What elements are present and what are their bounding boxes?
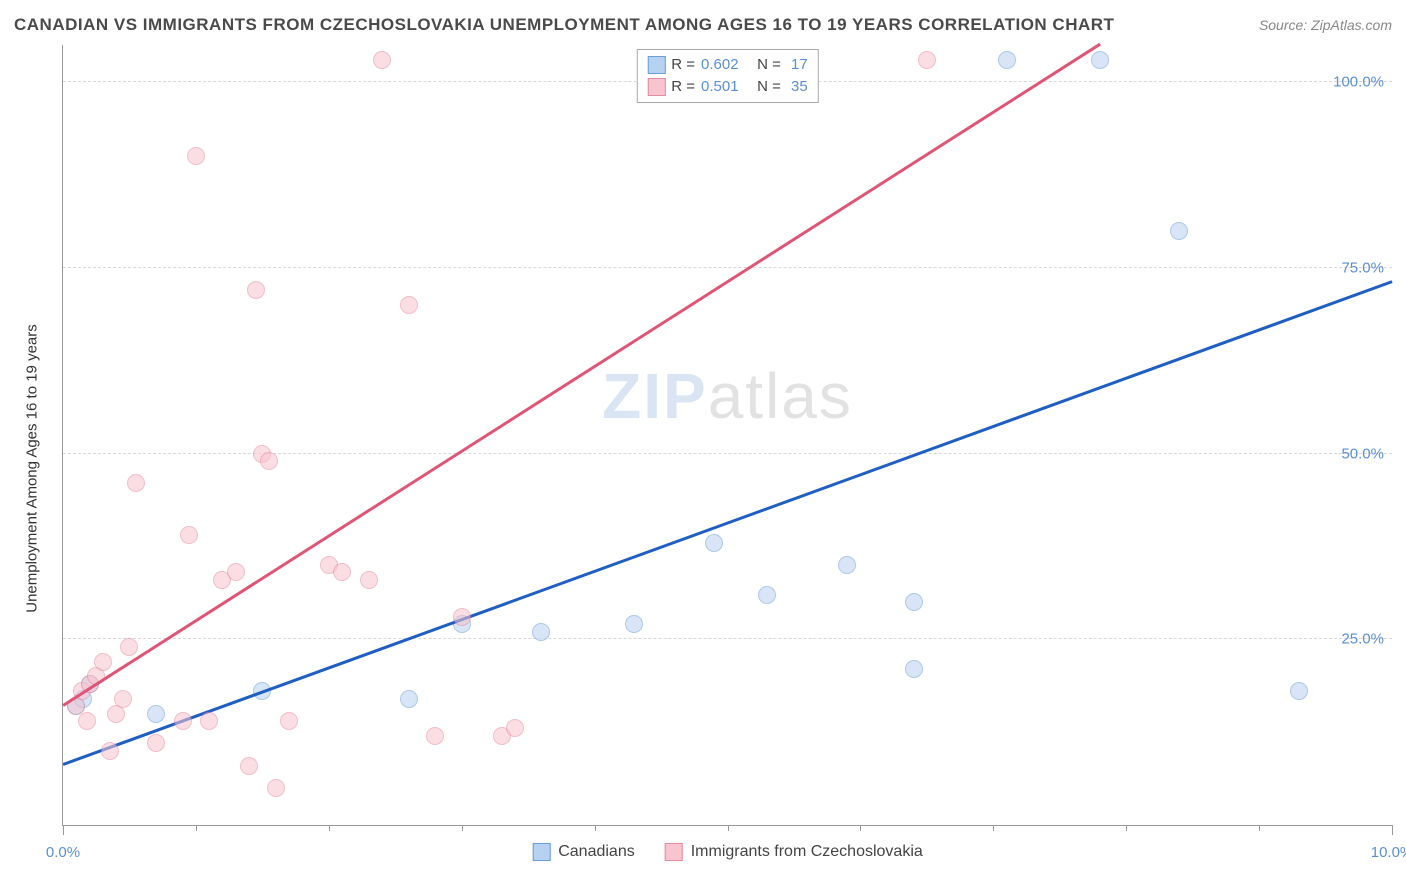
correlation-legend-row: R = 0.501 N = 35 xyxy=(647,76,807,98)
x-tick xyxy=(63,825,64,835)
data-point xyxy=(373,51,391,69)
legend-swatch xyxy=(647,78,665,96)
data-point xyxy=(200,712,218,730)
x-tick xyxy=(1392,825,1393,835)
data-point xyxy=(227,563,245,581)
x-tick-label: 0.0% xyxy=(46,844,80,861)
series-legend-item: Immigrants from Czechoslovakia xyxy=(665,843,923,861)
data-point xyxy=(101,742,119,760)
chart-title: CANADIAN VS IMMIGRANTS FROM CZECHOSLOVAK… xyxy=(14,15,1114,35)
trend-line xyxy=(62,43,1100,706)
watermark: ZIPatlas xyxy=(602,359,853,433)
series-legend-label: Immigrants from Czechoslovakia xyxy=(691,843,923,861)
x-tick xyxy=(1126,825,1127,831)
gridline xyxy=(63,638,1392,639)
x-tick xyxy=(1259,825,1260,831)
correlation-legend: R = 0.602 N = 17 R = 0.501 N = 35 xyxy=(636,49,818,103)
data-point xyxy=(400,296,418,314)
n-label: N = xyxy=(745,76,785,98)
data-point xyxy=(905,660,923,678)
data-point xyxy=(532,623,550,641)
series-legend: Canadians Immigrants from Czechoslovakia xyxy=(532,843,923,861)
data-point xyxy=(147,734,165,752)
series-legend-label: Canadians xyxy=(558,843,635,861)
chart-container: Unemployment Among Ages 16 to 19 years Z… xyxy=(14,45,1392,874)
data-point xyxy=(267,779,285,797)
x-tick xyxy=(329,825,330,831)
legend-swatch xyxy=(647,56,665,74)
data-point xyxy=(78,712,96,730)
data-point xyxy=(918,51,936,69)
r-value: 0.602 xyxy=(701,54,739,76)
x-tick xyxy=(595,825,596,831)
n-value: 35 xyxy=(791,76,808,98)
data-point xyxy=(247,281,265,299)
data-point xyxy=(998,51,1016,69)
data-point xyxy=(240,757,258,775)
series-legend-item: Canadians xyxy=(532,843,635,861)
trend-line xyxy=(63,280,1393,765)
r-label: R = xyxy=(671,54,695,76)
x-tick xyxy=(462,825,463,831)
watermark-bold: ZIP xyxy=(602,360,708,432)
r-label: R = xyxy=(671,76,695,98)
header: CANADIAN VS IMMIGRANTS FROM CZECHOSLOVAK… xyxy=(14,10,1392,40)
x-tick xyxy=(728,825,729,831)
data-point xyxy=(1091,51,1109,69)
r-value: 0.501 xyxy=(701,76,739,98)
legend-swatch xyxy=(665,843,683,861)
data-point xyxy=(147,705,165,723)
data-point xyxy=(400,690,418,708)
correlation-legend-row: R = 0.602 N = 17 xyxy=(647,54,807,76)
data-point xyxy=(180,526,198,544)
data-point xyxy=(1170,222,1188,240)
y-axis-title: Unemployment Among Ages 16 to 19 years xyxy=(24,324,41,613)
legend-swatch xyxy=(532,843,550,861)
data-point xyxy=(705,534,723,552)
data-point xyxy=(333,563,351,581)
data-point xyxy=(114,690,132,708)
source-text: Source: ZipAtlas.com xyxy=(1259,17,1392,33)
data-point xyxy=(187,147,205,165)
data-point xyxy=(260,452,278,470)
data-point xyxy=(905,593,923,611)
data-point xyxy=(120,638,138,656)
data-point xyxy=(360,571,378,589)
data-point xyxy=(280,712,298,730)
x-tick xyxy=(860,825,861,831)
data-point xyxy=(838,556,856,574)
x-tick xyxy=(196,825,197,831)
data-point xyxy=(426,727,444,745)
data-point xyxy=(758,586,776,604)
n-value: 17 xyxy=(791,54,808,76)
data-point xyxy=(127,474,145,492)
data-point xyxy=(94,653,112,671)
x-tick-label: 10.0% xyxy=(1371,844,1406,861)
data-point xyxy=(1290,682,1308,700)
y-tick-label: 100.0% xyxy=(1333,74,1384,91)
scatter-plot: ZIPatlas R = 0.602 N = 17 R = 0.501 N = … xyxy=(62,45,1392,826)
y-tick-label: 75.0% xyxy=(1341,259,1384,276)
data-point xyxy=(453,608,471,626)
y-tick-label: 25.0% xyxy=(1341,631,1384,648)
x-tick xyxy=(993,825,994,831)
watermark-thin: atlas xyxy=(708,360,853,432)
data-point xyxy=(625,615,643,633)
gridline xyxy=(63,267,1392,268)
data-point xyxy=(174,712,192,730)
y-tick-label: 50.0% xyxy=(1341,445,1384,462)
n-label: N = xyxy=(745,54,785,76)
data-point xyxy=(506,719,524,737)
